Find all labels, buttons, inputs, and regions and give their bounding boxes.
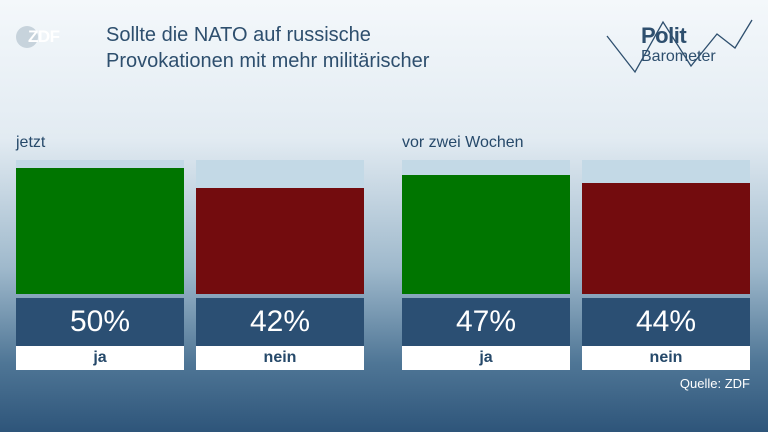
zdf-logo-circle <box>16 26 38 48</box>
category-label-jetzt-nein: nein <box>196 346 364 370</box>
value-label-vorher-nein: 44% <box>582 298 750 346</box>
value-label-jetzt-nein: 42% <box>196 298 364 346</box>
zdf-logo-text: ZDF <box>28 27 60 46</box>
politbarometer-zigzag-icon <box>606 19 753 74</box>
group-label-vor-zwei-wochen: vor zwei Wochen <box>402 134 524 151</box>
bar-vorher-ja <box>402 175 570 294</box>
zdf-logo: ZDF <box>16 26 60 48</box>
category-label-jetzt-ja: ja <box>16 346 184 370</box>
source-label: Quelle: ZDF <box>679 376 750 391</box>
politbarometer-logo: Polit Barometer <box>605 14 755 74</box>
bar-vorher-nein <box>582 183 750 294</box>
bar-track-jetzt-nein <box>196 160 364 294</box>
bar-track-jetzt-ja <box>16 160 184 294</box>
chart-title: Sollte die NATO auf russische Provokatio… <box>106 22 576 74</box>
chart-title-line-2: Provokationen mit mehr militärischer <box>106 50 430 72</box>
value-label-jetzt-ja: 50% <box>16 298 184 346</box>
bar-track-vorher-ja <box>402 160 570 294</box>
brand-line-2: Barometer <box>641 48 716 65</box>
category-label-vorher-nein: nein <box>582 346 750 370</box>
bar-jetzt-nein <box>196 188 364 294</box>
bar-jetzt-ja <box>16 168 184 294</box>
chart-title-line-1: Sollte die NATO auf russische <box>106 24 371 46</box>
bar-track-vorher-nein <box>582 160 750 294</box>
group-label-jetzt: jetzt <box>16 134 46 151</box>
category-label-vorher-ja: ja <box>402 346 570 370</box>
brand-line-1: Polit <box>641 23 687 48</box>
value-label-vorher-ja: 47% <box>402 298 570 346</box>
